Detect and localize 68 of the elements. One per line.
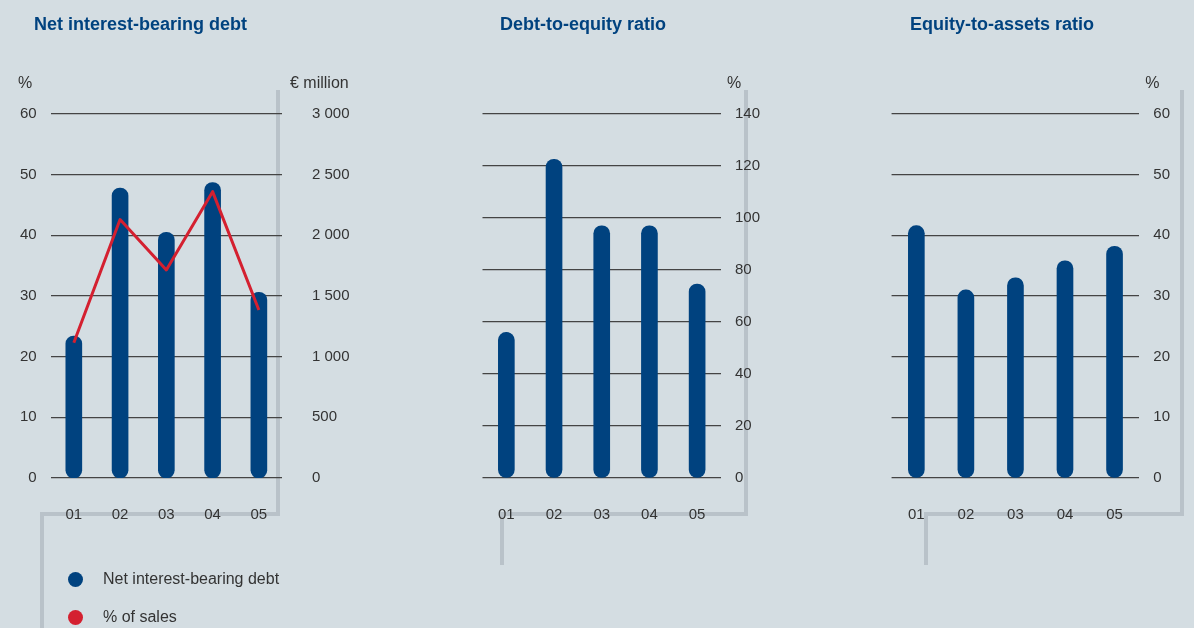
x-tick-label: 02 [111,505,129,523]
bar [498,332,515,478]
y-tick-label: 30 [1153,286,1170,304]
x-tick-label: 03 [158,505,175,523]
x-tick-label: 04 [1056,505,1074,523]
y-tick-label: 20 [20,346,37,364]
y-tick-label: 20 [1153,346,1170,364]
y-axis-title: % [18,74,33,92]
bar [593,225,611,478]
legend-label: Net interest-bearing debt [103,570,280,588]
y-axis-title: % [726,74,742,92]
x-tick-label: 03 [1007,505,1024,523]
y-tick-label: 20 [734,416,752,434]
y-tick-label: 80 [734,260,752,278]
bar [111,187,129,478]
bar [1007,277,1024,478]
bar [641,225,658,478]
y-tick-label: 60 [20,104,37,122]
y-tick-label: 60 [1153,104,1170,122]
bar [250,292,268,478]
x-tick-label: 01 [908,505,925,523]
y-tick-label: 0 [1153,468,1162,486]
x-tick-label: 02 [545,505,563,523]
y-tick-label: 30 [20,286,37,304]
y-tick-label: 120 [734,156,760,174]
x-tick-label: 01 [65,505,83,523]
legend-label: % of sales [103,608,177,626]
chart-title: Debt-to-equity ratio [500,14,666,35]
x-tick-label: 02 [957,505,975,523]
y-tick-label: 50 [1153,164,1170,182]
y-tick-label: 40 [1153,225,1170,243]
y2-tick-label: 1 000 [312,346,350,364]
x-tick-label: 05 [688,505,706,523]
bar [1056,260,1074,478]
y-tick-label: 50 [20,164,37,182]
y2-axis-title: € million [290,74,349,92]
y2-tick-label: 0 [312,468,321,486]
bar [204,182,221,478]
y2-tick-label: 500 [312,407,338,425]
bar [957,289,975,478]
bar [545,158,563,478]
bar [688,283,706,478]
x-tick-label: 04 [641,505,658,523]
y-tick-label: 40 [734,364,752,382]
chart-title: Equity-to-assets ratio [910,14,1095,35]
y-tick-label: 0 [734,468,744,486]
x-tick-label: 04 [204,505,221,523]
y-tick-label: 10 [1153,407,1170,425]
y2-tick-label: 1 500 [312,286,350,304]
y2-tick-label: 3 000 [312,104,350,122]
y-axis-title: % [1145,74,1160,92]
y-tick-label: 0 [28,468,37,486]
y2-tick-label: 2 500 [312,164,350,182]
y-tick-label: 40 [20,225,37,243]
y-tick-label: 140 [734,104,760,122]
y-tick-label: 10 [20,407,37,425]
bar [65,335,83,478]
bar [158,231,175,478]
bar [1106,245,1123,478]
y-tick-label: 60 [734,312,752,330]
bar [908,225,925,478]
y2-tick-label: 2 000 [312,225,350,243]
y-tick-label: 100 [734,208,760,226]
x-tick-label: 03 [593,505,611,523]
x-tick-label: 01 [498,505,515,523]
x-tick-label: 05 [1106,505,1123,523]
x-tick-label: 05 [250,505,268,523]
chart-title: Net interest-bearing debt [34,14,248,35]
